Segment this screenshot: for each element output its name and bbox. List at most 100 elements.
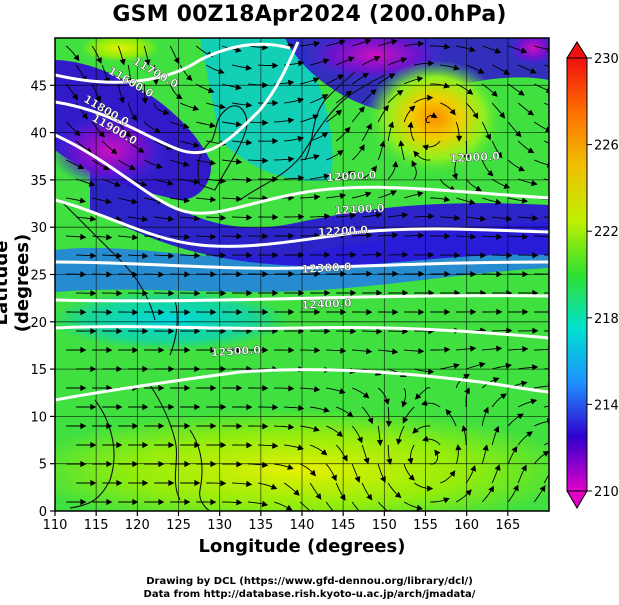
streamline-arrowhead [90, 290, 97, 297]
streamline-arrowhead [342, 455, 348, 462]
x-tick-label: 140 [290, 518, 315, 533]
streamline-arrowhead [81, 113, 88, 120]
temperature-field: 11600.011700.011800.011900.012000.012100… [55, 38, 562, 516]
streamline-arrowhead [463, 374, 470, 380]
streamline-arrowhead [395, 492, 402, 499]
streamline [534, 235, 549, 237]
streamline-arrowhead [359, 511, 364, 516]
streamline-arrowhead [186, 74, 193, 81]
streamline-arrowhead [262, 347, 269, 354]
streamline-arrowhead [464, 387, 470, 395]
streamline-arrowhead [168, 480, 175, 486]
streamline-arrowhead [142, 442, 149, 448]
streamline-arrowhead [480, 252, 487, 259]
streamline-arrowhead [220, 252, 227, 259]
streamline-arrowhead [412, 427, 419, 434]
streamline-arrowhead [287, 156, 295, 163]
x-axis-label: Longitude (degrees) [198, 536, 406, 557]
streamline-arrowhead [293, 489, 300, 496]
chart-svg: 11600.011700.011800.011900.012000.012100… [30, 37, 619, 533]
streamline-arrowhead [246, 404, 253, 411]
streamline-arrowhead [210, 423, 217, 429]
streamline-arrowhead [236, 271, 243, 278]
streamline-arrowhead [220, 442, 227, 449]
streamline-arrowhead [376, 439, 383, 447]
streamline-arrowhead [272, 290, 279, 297]
streamline-arrowhead [362, 392, 370, 399]
streamline-arrowhead [80, 385, 87, 391]
credit-data-source: Data from http://database.rish.kyoto-u.a… [143, 589, 476, 600]
streamline-arrowhead [383, 398, 390, 406]
colorbar-ticks: 210 214 218 222 226 230 [587, 52, 619, 500]
streamline [544, 64, 549, 67]
streamline-arrowhead [262, 423, 269, 430]
streamline-arrowhead [496, 233, 503, 240]
streamline-arrowhead [422, 144, 429, 151]
streamline-arrowhead [309, 469, 316, 477]
streamline-arrowhead [184, 347, 191, 354]
streamline-arrowhead [167, 180, 174, 186]
streamline-arrowhead [236, 423, 243, 430]
streamline-arrowhead [80, 423, 87, 429]
streamline-arrowhead [132, 309, 139, 316]
streamline-arrowhead [314, 309, 321, 315]
colorbar-tick-label: 230 [594, 52, 619, 67]
streamline-arrowhead [550, 468, 556, 473]
streamline-arrowhead [482, 444, 489, 451]
streamline-arrowhead [219, 177, 227, 184]
y-tick-label: 10 [30, 410, 47, 425]
x-tick-label: 165 [495, 518, 520, 533]
streamline-arrowhead [349, 212, 357, 219]
streamline-arrowhead [522, 271, 529, 278]
streamline-arrowhead [532, 215, 539, 222]
streamline [534, 349, 549, 351]
streamline-arrowhead [89, 215, 97, 222]
streamline-arrowhead [314, 270, 321, 277]
streamline-arrowhead [106, 499, 113, 505]
x-tick-label: 130 [207, 518, 232, 533]
streamline-arrowhead [90, 366, 97, 372]
streamline-arrowhead [413, 150, 420, 158]
streamline-arrowhead [557, 144, 562, 149]
streamline-arrowhead [103, 164, 110, 171]
streamline-arrowhead [430, 112, 438, 118]
streamline-arrowhead [367, 417, 374, 425]
streamline-arrowhead [402, 251, 409, 258]
streamline-arrowhead [392, 232, 399, 239]
streamline-arrowhead [80, 461, 87, 467]
streamline-arrowhead [235, 84, 242, 91]
credit-drawing: Drawing by DCL (https://www.gfd-dennou.o… [146, 576, 473, 587]
streamline-arrowhead [297, 175, 305, 182]
streamline-arrowhead [453, 214, 461, 221]
streamline-arrowhead [503, 69, 510, 75]
streamline-arrowhead [272, 252, 279, 259]
streamline-arrowhead [323, 173, 330, 180]
streamline-arrowhead [449, 470, 456, 477]
streamline-arrowhead [167, 215, 175, 222]
streamline-arrowhead [366, 270, 373, 277]
streamline [325, 501, 334, 511]
streamline-arrowhead [515, 130, 522, 138]
streamline-arrowhead [194, 290, 201, 297]
streamline-arrowhead [324, 290, 331, 296]
streamline-arrowhead [331, 474, 337, 482]
streamline-arrowhead [379, 140, 386, 148]
streamline-arrowhead [401, 400, 408, 408]
streamline-arrowhead [390, 190, 397, 196]
streamline-arrowhead [313, 425, 320, 432]
streamline-arrowhead [375, 212, 383, 219]
streamline-arrowhead [210, 309, 217, 316]
streamline-arrowhead [193, 178, 201, 185]
streamline-arrowhead [111, 148, 118, 155]
streamline-arrowhead [408, 474, 415, 481]
streamline-arrowhead [339, 39, 346, 46]
streamline-arrowhead [364, 38, 372, 45]
streamline-arrowhead [495, 345, 503, 352]
streamline-arrowhead [499, 112, 506, 119]
streamline-arrowhead [407, 457, 414, 465]
streamline-arrowhead [479, 215, 487, 222]
streamline-arrowhead [434, 449, 441, 456]
streamline-arrowhead [194, 328, 201, 335]
streamline-arrowhead [505, 215, 513, 222]
streamline-arrowhead [106, 347, 113, 354]
